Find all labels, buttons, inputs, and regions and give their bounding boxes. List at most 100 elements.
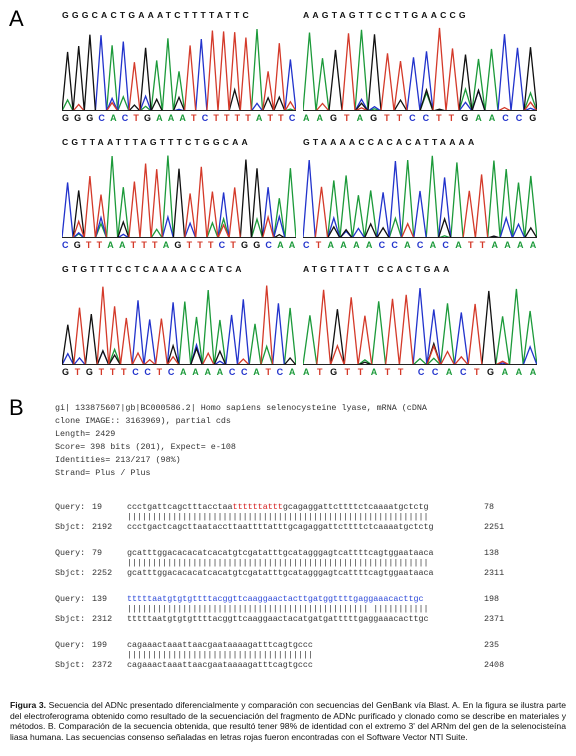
sbjct-start: 2252 (92, 568, 113, 578)
base-call: C (167, 367, 175, 377)
query-end: 235 (484, 640, 500, 650)
chromatogram-top-sequence: AAGTAGTTCCTTGAACCG (303, 10, 469, 20)
chromatogram-top-sequence: GGGCACTGAAATCTTTTATTC (62, 10, 252, 20)
match-line: ||||||||||||||||||||||||||||||||||||| (127, 650, 313, 660)
query-label: Query: (55, 502, 86, 512)
base-call: A (504, 240, 512, 250)
base-call: T (98, 367, 105, 377)
chromatogram-trace (303, 288, 537, 365)
trace-g (303, 290, 537, 365)
base-call: A (529, 240, 537, 250)
trace-c (62, 35, 296, 111)
base-call: C (241, 367, 249, 377)
sbjct-sequence: tttttaatgtgtgttttacggttcaaggaactacatgatg… (127, 614, 429, 624)
match-line: ||||||||||||||||||||||||||||||||||||||||… (127, 512, 429, 522)
base-call: T (479, 240, 486, 250)
trace-t (303, 289, 537, 365)
base-call: A (288, 240, 296, 250)
trace-g (62, 314, 296, 365)
base-call: G (253, 240, 261, 250)
base-call: A (529, 367, 537, 377)
base-call: G (370, 113, 378, 123)
trace-t (62, 285, 296, 365)
base-call: T (278, 113, 285, 123)
base-call: A (501, 367, 509, 377)
base-call: T (230, 240, 237, 250)
base-call: A (353, 240, 361, 250)
chromatogram-top-sequence: GTAAAACCACACATTAAAA (303, 137, 478, 147)
sbjct-label: Sbjct: (55, 568, 86, 578)
base-call: C (288, 113, 296, 123)
sbjct-sequence: gcatttggacacacatcacatgtcgatatttgcataggga… (127, 568, 434, 578)
chromatogram-top-sequence: GTGTTTCCTCAAAACCATCA (62, 264, 245, 274)
base-call: C (459, 367, 468, 377)
trace-a (62, 155, 296, 238)
base-call: G (85, 367, 94, 377)
blast-score: Score= 398 bits (201), Expect= e-108 (55, 442, 236, 452)
query-sequence: tttttaatgtgtgttttacggttcaaggaactacttgatg… (127, 594, 424, 604)
query-sequence: ccctgattcagctttacctaattttttatttgcagaggat… (127, 502, 429, 512)
base-call: A (167, 113, 175, 123)
base-call: C (502, 113, 510, 123)
base-call: A (445, 367, 454, 377)
panel-b-label: B (9, 395, 24, 420)
base-call: A (340, 240, 348, 250)
base-call: C (391, 240, 399, 250)
base-call: A (404, 240, 412, 250)
trace-c (62, 182, 296, 238)
sbjct-sequence: ccctgactcagcttaataccttaattttatttgcagagga… (127, 522, 434, 532)
base-call: A (118, 240, 127, 250)
trace-c (303, 288, 537, 365)
trace-g (303, 34, 537, 111)
chromatogram-trace (303, 155, 537, 238)
base-call: A (255, 113, 263, 123)
base-call: T (197, 240, 204, 250)
base-call: A (491, 240, 499, 250)
base-call: T (397, 367, 404, 377)
base-call: C (201, 113, 209, 123)
caption-text: Secuencia del ADNc presentado diferencia… (10, 700, 566, 742)
trace-a (303, 155, 537, 238)
base-call: G (330, 113, 338, 123)
base-call: T (191, 113, 198, 123)
base-call: C (265, 240, 273, 250)
base-call: A (162, 240, 170, 250)
base-call: A (253, 367, 261, 377)
base-call: T (317, 367, 324, 377)
base-call: G (74, 113, 82, 123)
base-call: T (74, 367, 81, 377)
sbjct-label: Sbjct: (55, 522, 86, 532)
base-call: A (303, 113, 311, 123)
base-call: C (422, 113, 430, 123)
base-call: T (384, 367, 391, 377)
base-call: C (409, 113, 417, 123)
trace-a (62, 290, 296, 365)
query-end: 138 (484, 548, 500, 558)
caption-label: Figura 3. (10, 700, 47, 710)
base-call: G (241, 240, 249, 250)
match-line: ||||||||||||||||||||||||||||||||||||||||… (127, 604, 429, 614)
base-call: G (62, 367, 70, 377)
base-call: A (192, 367, 200, 377)
base-call: T (152, 240, 159, 250)
base-call: A (110, 113, 118, 123)
sbjct-start: 2312 (92, 614, 113, 624)
query-start: 139 (92, 594, 108, 604)
base-call: C (132, 367, 140, 377)
chromatogram-top-sequence: CGTTAATTTAGTTTCTGGCAA (62, 137, 251, 147)
base-call: A (316, 113, 324, 123)
base-call: A (288, 367, 296, 377)
chromatogram-trace (62, 155, 296, 238)
base-call: T (156, 367, 163, 377)
base-call: T (267, 113, 274, 123)
base-call: G (487, 367, 495, 377)
base-call: C (303, 240, 311, 250)
chromatogram-trace (303, 27, 537, 111)
base-call: T (344, 367, 351, 377)
base-call: T (344, 113, 351, 123)
base-call: T (265, 367, 272, 377)
query-start: 199 (92, 640, 108, 650)
